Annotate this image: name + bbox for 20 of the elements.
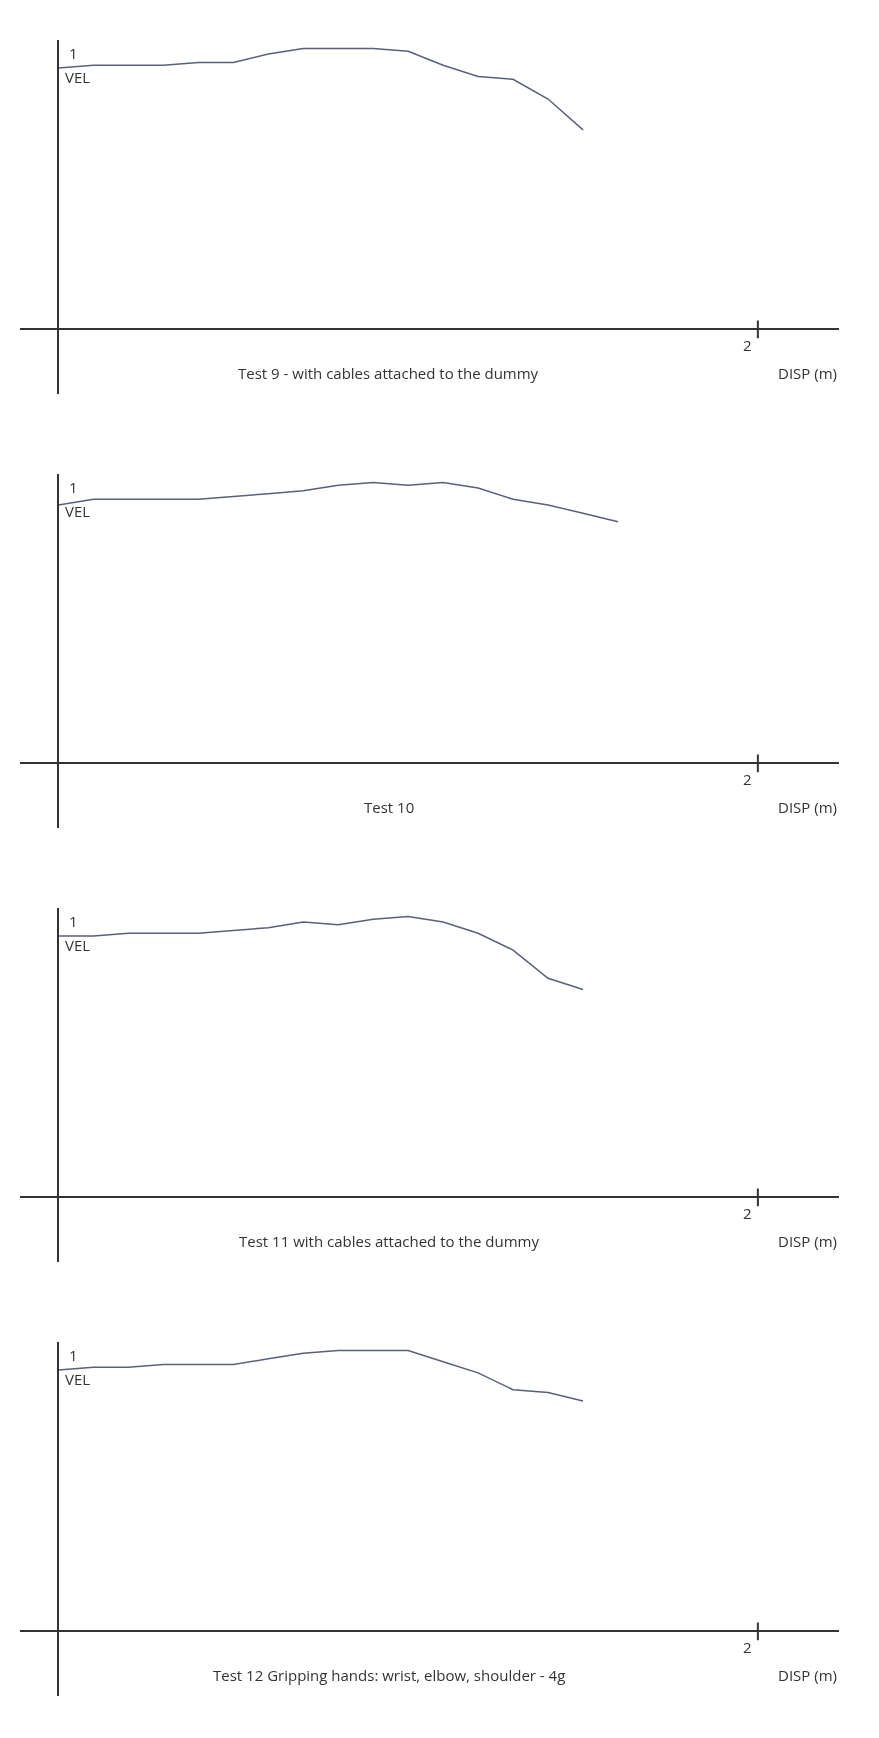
annotation: 1: [69, 43, 78, 63]
x-axis-title: DISP (m): [778, 1231, 837, 1251]
x-axis-title: DISP (m): [778, 1665, 837, 1685]
text: Test 12 Gripping hands: wrist, elbow, shoulder - 4g: [213, 1665, 566, 1685]
y-axis-title: VEL: [65, 67, 91, 87]
annotation: 1: [69, 1345, 78, 1365]
y-axis-title: VEL: [65, 501, 91, 521]
text: Test 9 - with cables attached to the dummy: [238, 363, 539, 383]
y-axis-title: VEL: [65, 935, 91, 955]
x-axis-title: DISP (m): [778, 797, 837, 817]
y-axis-title: VEL: [65, 1369, 91, 1389]
text: 2: [743, 335, 752, 355]
text: Test 10: [364, 797, 415, 817]
text: 2: [743, 1203, 752, 1223]
text: 2: [743, 769, 752, 789]
x-axis-title: DISP (m): [778, 363, 837, 383]
text: 2: [743, 1637, 752, 1657]
annotation: 1: [69, 911, 78, 931]
annotation: 1: [69, 477, 78, 497]
text: Test 11 with cables attached to the dummy: [239, 1231, 540, 1251]
